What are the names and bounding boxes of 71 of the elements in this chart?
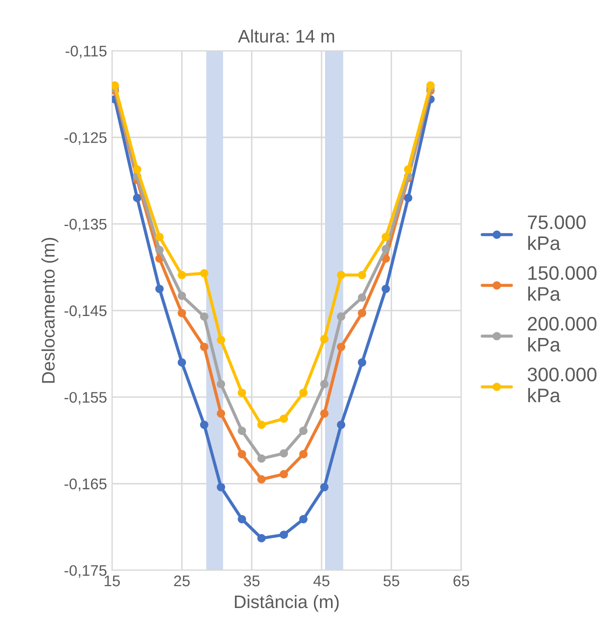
point <box>280 530 288 539</box>
point <box>358 293 366 302</box>
y-tick-label: -0,125 <box>64 132 107 145</box>
point <box>155 232 164 242</box>
point <box>336 342 346 352</box>
y-tick-label: -0,115 <box>66 46 107 58</box>
point <box>178 358 186 367</box>
point <box>216 380 226 388</box>
legend-label: 150.000 kPa <box>528 266 596 301</box>
point <box>280 449 288 458</box>
point <box>132 194 142 202</box>
x-tick-label: 55 <box>384 576 400 586</box>
point <box>382 284 390 294</box>
point <box>404 165 412 174</box>
point <box>200 312 208 321</box>
point <box>238 388 246 397</box>
point <box>216 409 226 418</box>
point <box>238 514 246 524</box>
point <box>320 409 329 418</box>
point <box>200 342 208 352</box>
y-tick-label: -0,175 <box>64 565 107 578</box>
point <box>404 194 412 202</box>
point <box>178 308 186 318</box>
point <box>358 358 366 367</box>
point <box>299 450 308 458</box>
x-tick-label: 45 <box>313 576 330 586</box>
x-tick-label: 35 <box>244 575 260 586</box>
point <box>200 420 208 429</box>
legend-label: 75.000 kPa <box>528 215 586 250</box>
y-tick-label: -0,165 <box>64 478 107 492</box>
point <box>257 534 266 542</box>
point <box>358 270 366 280</box>
point <box>299 388 308 397</box>
point <box>238 450 246 458</box>
point <box>358 308 366 318</box>
point <box>216 336 226 344</box>
x-tick-label: 65 <box>454 575 470 586</box>
point <box>320 334 329 344</box>
point <box>426 81 435 90</box>
chart-title: Altura: 14 m <box>238 29 334 43</box>
legend-label: 300.000 kPa <box>528 368 596 402</box>
point <box>178 292 186 300</box>
x-tick-label: 15 <box>104 576 120 586</box>
point <box>132 165 142 174</box>
point <box>155 284 164 294</box>
point <box>382 244 390 254</box>
y-tick-label: -0,135 <box>64 218 107 232</box>
x-tick-label: 25 <box>174 575 190 586</box>
point <box>280 470 288 478</box>
x-axis-title: Distância (m) <box>234 594 339 612</box>
point <box>257 475 266 484</box>
y-axis-title: Deslocamento (m) <box>41 238 58 383</box>
point <box>382 232 390 242</box>
point <box>155 246 164 254</box>
point <box>257 420 266 429</box>
point <box>238 426 246 436</box>
point <box>336 270 346 280</box>
point <box>257 454 266 463</box>
point <box>299 426 308 436</box>
legend-label: 200.000 kPa <box>528 316 596 352</box>
point <box>336 312 346 321</box>
y-tick-label: -0,145 <box>64 305 107 318</box>
point <box>178 270 186 280</box>
point <box>320 380 329 388</box>
point <box>320 482 329 492</box>
point <box>336 420 346 429</box>
point <box>280 414 288 423</box>
point <box>216 482 226 492</box>
point <box>299 514 308 524</box>
point <box>200 269 208 278</box>
y-tick-label: -0,155 <box>64 392 107 405</box>
